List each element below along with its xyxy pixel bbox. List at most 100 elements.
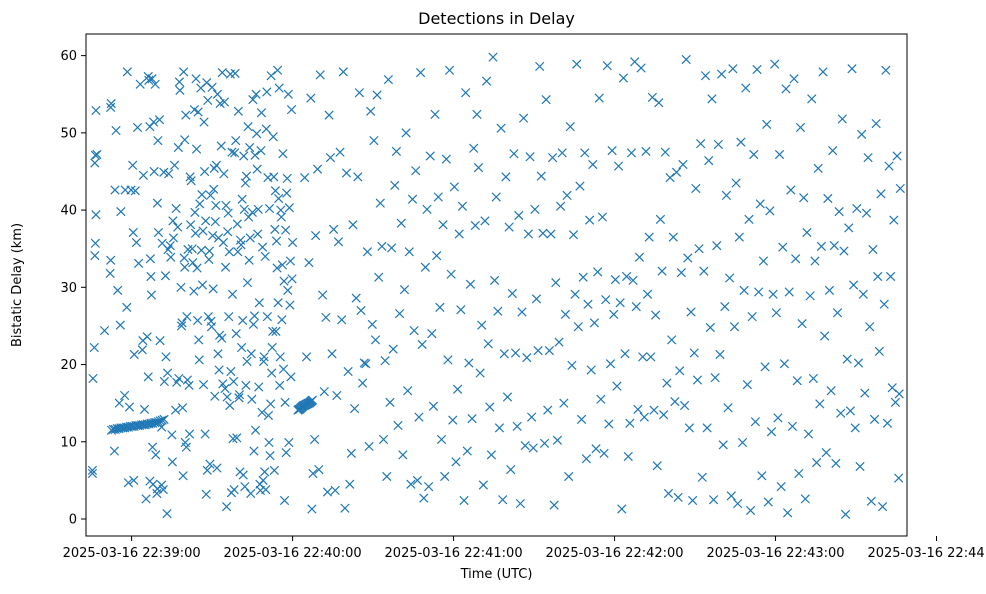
- data-point: [191, 144, 202, 154]
- data-point: [597, 212, 608, 222]
- data-point: [858, 289, 868, 299]
- data-point: [518, 113, 529, 123]
- data-point: [200, 429, 210, 439]
- data-point: [610, 274, 620, 285]
- data-point: [263, 410, 274, 421]
- data-point: [464, 358, 474, 368]
- x-axis-ticks: 2025-03-16 22:39:00 2025-03-16 22:40:00 20…: [63, 536, 986, 561]
- data-point: [509, 149, 519, 159]
- data-point: [191, 74, 201, 84]
- data-point: [718, 440, 728, 450]
- data-point: [260, 251, 270, 262]
- data-point: [170, 405, 181, 415]
- data-point: [539, 438, 550, 448]
- data-point: [327, 349, 337, 359]
- data-point: [187, 244, 197, 254]
- data-point: [433, 192, 443, 202]
- data-point: [221, 502, 232, 512]
- data-point: [131, 237, 142, 248]
- data-point: [180, 262, 190, 272]
- data-point: [184, 380, 194, 391]
- data-point: [583, 299, 593, 309]
- data-point: [329, 224, 339, 235]
- data-point: [193, 107, 203, 117]
- data-point: [130, 186, 140, 196]
- data-point: [441, 154, 451, 164]
- data-point: [839, 246, 849, 256]
- data-point: [325, 152, 336, 163]
- data-point: [425, 151, 435, 161]
- data-point: [617, 504, 627, 514]
- data-point: [190, 228, 201, 238]
- data-point: [92, 149, 102, 160]
- data-point: [186, 220, 196, 230]
- data-point: [285, 256, 296, 266]
- data-point: [551, 278, 561, 288]
- data-point: [259, 352, 269, 362]
- data-point: [824, 285, 835, 296]
- data-point: [223, 208, 233, 218]
- data-point: [520, 441, 530, 451]
- data-point: [196, 245, 206, 255]
- data-point: [182, 312, 192, 322]
- data-point: [367, 319, 377, 330]
- data-point: [422, 204, 432, 214]
- data-point: [90, 158, 100, 168]
- data-point: [311, 230, 321, 241]
- data-point: [679, 400, 690, 411]
- data-point: [623, 451, 633, 462]
- data-point: [671, 167, 682, 177]
- data-point: [252, 129, 262, 139]
- data-point: [568, 230, 579, 240]
- data-point: [667, 335, 677, 345]
- data-point: [378, 434, 389, 445]
- data-point: [894, 389, 904, 399]
- data-point: [734, 232, 744, 242]
- data-points: [87, 52, 905, 519]
- data-point: [214, 365, 224, 375]
- data-point: [182, 375, 193, 385]
- data-point: [609, 309, 619, 319]
- data-point: [161, 352, 171, 362]
- data-point: [242, 278, 253, 288]
- data-point: [549, 500, 559, 510]
- data-point: [676, 268, 686, 278]
- data-point: [564, 471, 574, 482]
- data-point: [268, 326, 278, 336]
- data-point: [861, 208, 872, 218]
- data-point: [642, 289, 653, 299]
- data-point: [715, 349, 725, 360]
- data-point: [807, 94, 817, 104]
- data-point: [199, 117, 209, 127]
- data-point: [742, 380, 752, 390]
- data-point: [741, 83, 751, 93]
- data-point: [857, 129, 867, 140]
- data-point: [137, 345, 147, 355]
- data-point: [605, 359, 616, 369]
- data-point: [149, 166, 159, 177]
- data-point: [886, 271, 896, 282]
- data-point: [186, 176, 196, 186]
- data-point: [436, 434, 447, 445]
- data-point: [282, 188, 292, 198]
- data-point: [512, 421, 522, 431]
- data-point: [157, 415, 167, 425]
- data-point: [745, 505, 756, 516]
- data-point: [523, 229, 534, 239]
- data-point: [168, 233, 179, 243]
- data-point: [264, 437, 274, 448]
- data-point: [144, 419, 154, 429]
- data-point: [393, 420, 403, 431]
- data-point: [396, 218, 406, 228]
- data-point: [228, 376, 239, 387]
- data-point: [525, 152, 535, 162]
- data-point: [239, 151, 249, 161]
- data-point: [278, 364, 289, 374]
- data-point: [726, 491, 736, 501]
- data-point: [147, 442, 158, 452]
- data-point: [708, 495, 719, 505]
- y-tick-label: 40: [60, 204, 77, 219]
- data-point: [845, 406, 856, 416]
- data-point: [395, 308, 405, 319]
- data-point: [260, 467, 270, 477]
